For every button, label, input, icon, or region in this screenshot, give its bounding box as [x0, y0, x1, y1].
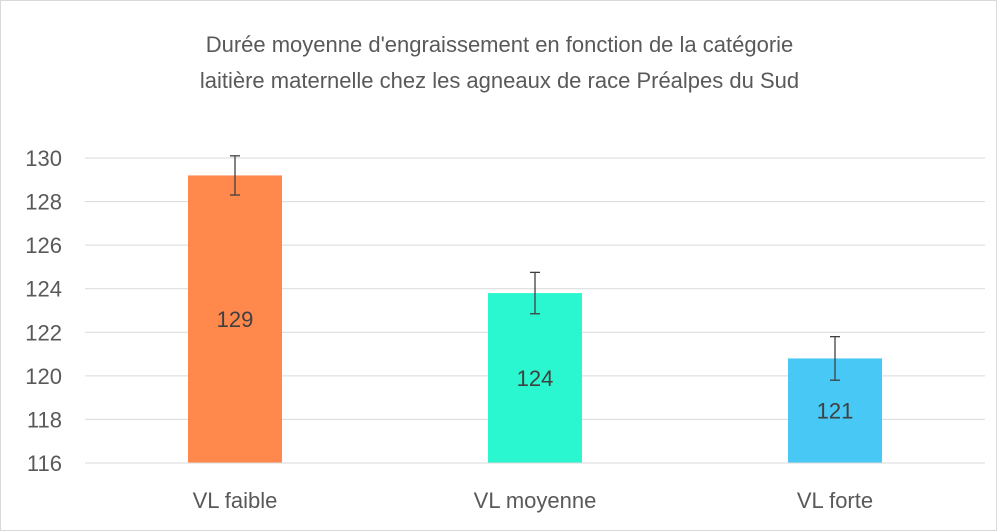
error-bars	[230, 155, 840, 381]
chart-title: Durée moyenne d'engraissement en fonctio…	[1, 27, 997, 99]
y-tick-label: 116	[27, 451, 62, 476]
y-tick-label: 126	[25, 233, 62, 258]
error-bar	[230, 155, 240, 196]
y-tick-label: 120	[25, 364, 62, 389]
chart-title-line-1: Durée moyenne d'engraissement en fonctio…	[205, 32, 794, 57]
y-tick-label: 118	[27, 407, 62, 432]
error-bar	[830, 335, 840, 381]
y-tick-label: 128	[25, 190, 62, 215]
data-label: 129	[217, 307, 254, 332]
y-tick-label: 124	[25, 277, 62, 302]
data-label: 124	[517, 366, 554, 391]
bar	[488, 293, 582, 463]
x-axis-category-labels: VL faible VL moyenne VL forte	[193, 488, 874, 513]
error-bar	[530, 271, 540, 315]
bar	[188, 175, 282, 463]
y-tick-label: 130	[25, 146, 62, 171]
x-category-label: VL forte	[797, 488, 873, 513]
y-axis-tick-labels: 116 118 120 122 124 126 128 130	[25, 146, 62, 476]
x-category-label: VL moyenne	[474, 488, 597, 513]
y-tick-label: 122	[25, 320, 62, 345]
data-label: 121	[817, 399, 854, 424]
data-labels: 129 124 121	[217, 307, 854, 424]
x-category-label: VL faible	[193, 488, 278, 513]
chart-title-line-2: laitière maternelle chez les agneaux de …	[199, 68, 800, 93]
